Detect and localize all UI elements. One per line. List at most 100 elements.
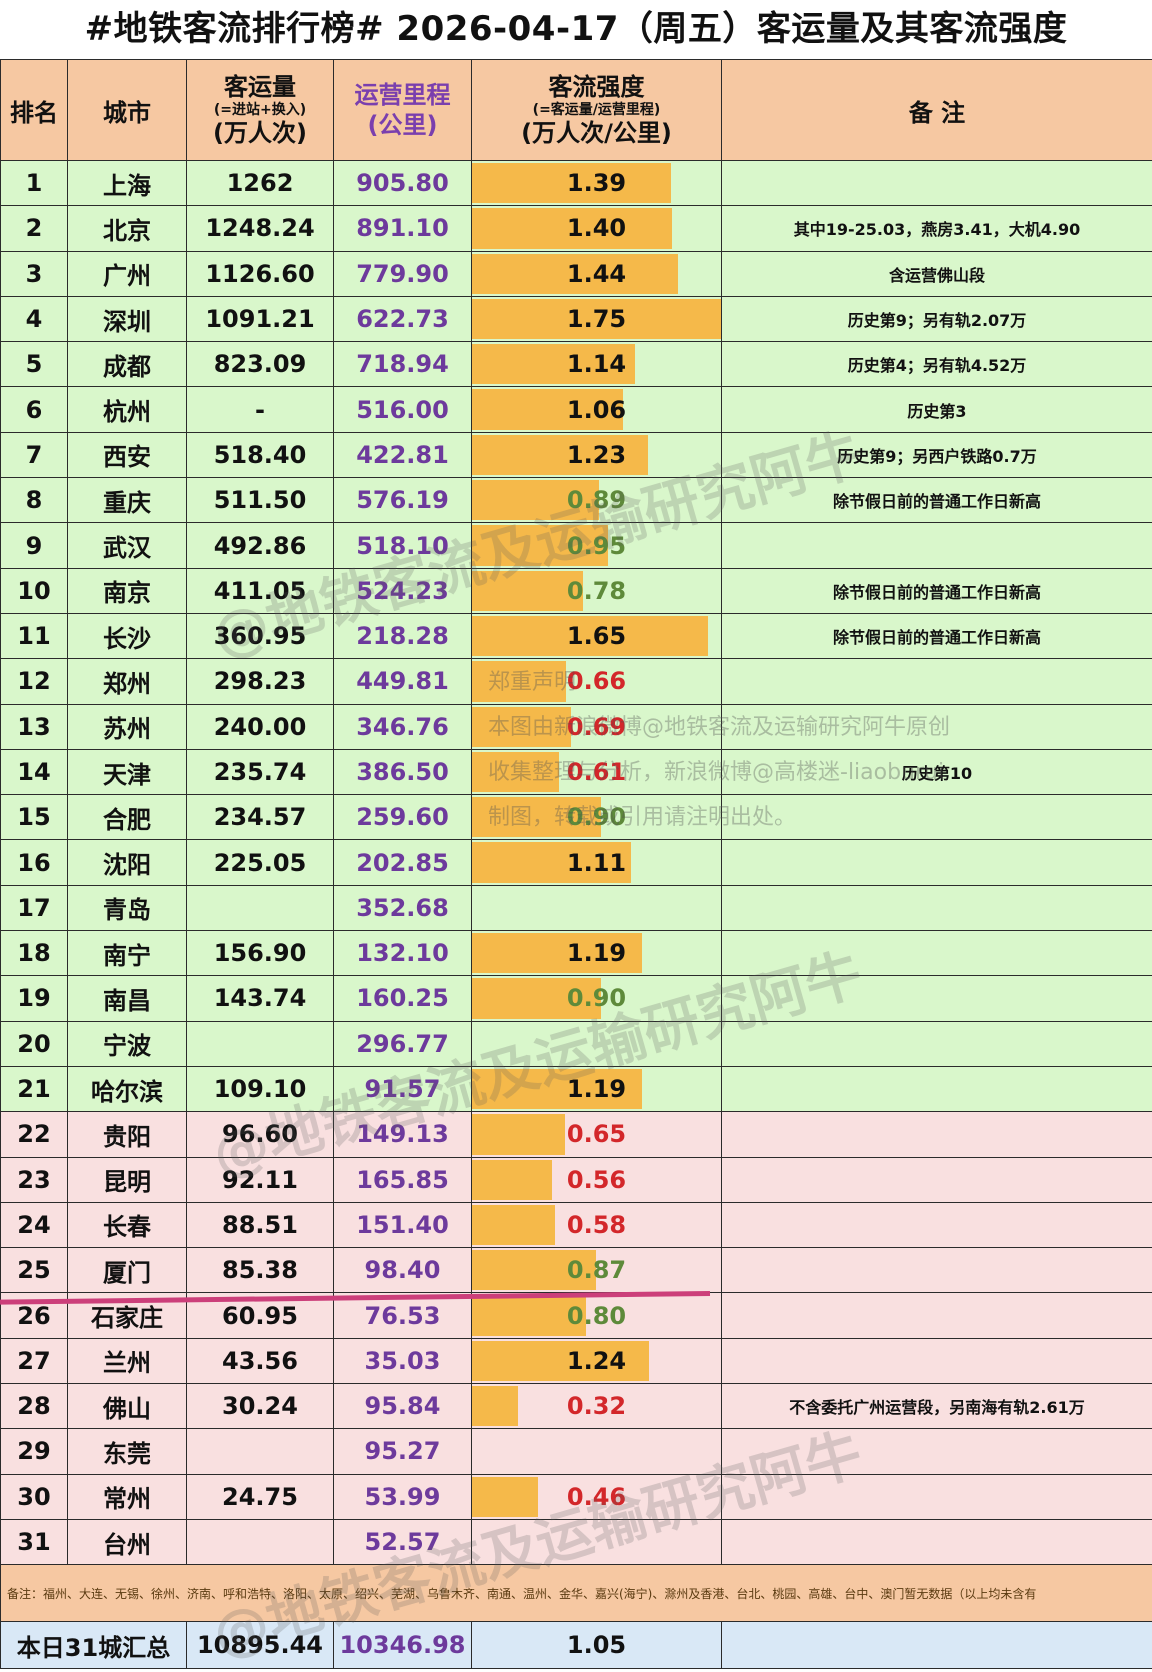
density-value: 1.19 xyxy=(567,1075,626,1103)
city-cell: 南京 xyxy=(68,568,187,613)
density-cell: 1.65 xyxy=(472,613,722,658)
note-cell xyxy=(722,1429,1152,1474)
density-value: 1.40 xyxy=(567,214,626,242)
rank-cell: 10 xyxy=(1,568,68,613)
density-value: 0.90 xyxy=(567,984,626,1012)
city-cell: 深圳 xyxy=(68,296,187,341)
city-cell: 上海 xyxy=(68,161,187,206)
header-city: 城市 xyxy=(68,60,187,161)
density-cell: 0.56 xyxy=(472,1157,722,1202)
density-value: 0.32 xyxy=(567,1392,626,1420)
rank-cell: 1 xyxy=(1,161,68,206)
city-cell: 长春 xyxy=(68,1202,187,1247)
header-note: 备 注 xyxy=(722,60,1152,161)
volume-cell: 156.90 xyxy=(187,931,334,976)
density-value: 0.58 xyxy=(567,1211,626,1239)
total-note xyxy=(722,1622,1152,1669)
rank-cell: 31 xyxy=(1,1519,68,1564)
rank-cell: 27 xyxy=(1,1338,68,1383)
footnote-row: 备注：福州、大连、无锡、徐州、济南、呼和浩特、洛阳、太原、绍兴、芜湖、乌鲁木齐、… xyxy=(1,1565,1152,1622)
rank-cell: 28 xyxy=(1,1384,68,1429)
statement-line-4: 制图，转载或引用请注明出处。 xyxy=(488,795,950,840)
note-cell: 除节假日前的普通工作日新高 xyxy=(722,613,1152,658)
mileage-cell: 202.85 xyxy=(334,840,472,885)
note-cell: 历史第9；另有轨2.07万 xyxy=(722,296,1152,341)
note-cell xyxy=(722,840,1152,885)
rank-cell: 9 xyxy=(1,523,68,568)
density-bar xyxy=(472,1205,555,1245)
city-cell: 青岛 xyxy=(68,885,187,930)
density-cell: 1.11 xyxy=(472,840,722,885)
rank-cell: 12 xyxy=(1,659,68,704)
mileage-cell: 386.50 xyxy=(334,749,472,794)
volume-cell: 411.05 xyxy=(187,568,334,613)
page-title: #地铁客流排行榜# 2026-04-17（周五）客运量及其客流强度 xyxy=(0,0,1152,59)
density-value: 0.78 xyxy=(567,577,626,605)
city-cell: 天津 xyxy=(68,749,187,794)
note-cell xyxy=(722,1202,1152,1247)
city-cell: 哈尔滨 xyxy=(68,1066,187,1111)
volume-cell xyxy=(187,1519,334,1564)
note-cell xyxy=(722,1248,1152,1293)
city-cell: 南昌 xyxy=(68,976,187,1021)
total-row: 本日31城汇总 10895.44 10346.98 1.05 xyxy=(1,1622,1152,1669)
mileage-cell: 352.68 xyxy=(334,885,472,930)
header-rank: 排名 xyxy=(1,60,68,161)
density-value: 0.65 xyxy=(567,1120,626,1148)
density-value: 0.95 xyxy=(567,532,626,560)
volume-cell: 240.00 xyxy=(187,704,334,749)
header-density: 客流强度 (=客运量/运营里程) (万人次/公里) xyxy=(472,60,722,161)
city-cell: 杭州 xyxy=(68,387,187,432)
mileage-cell: 422.81 xyxy=(334,432,472,477)
density-cell xyxy=(472,1519,722,1564)
mileage-cell: 165.85 xyxy=(334,1157,472,1202)
volume-cell: 518.40 xyxy=(187,432,334,477)
note-cell xyxy=(722,1066,1152,1111)
density-cell: 0.78 xyxy=(472,568,722,613)
density-cell xyxy=(472,1429,722,1474)
rank-cell: 17 xyxy=(1,885,68,930)
density-value: 0.89 xyxy=(567,486,626,514)
rank-cell: 21 xyxy=(1,1066,68,1111)
density-cell: 0.32 xyxy=(472,1384,722,1429)
note-cell: 含运营佛山段 xyxy=(722,251,1152,296)
note-cell xyxy=(722,1474,1152,1519)
volume-cell: 109.10 xyxy=(187,1066,334,1111)
density-value: 1.24 xyxy=(567,1347,626,1375)
volume-cell: 1126.60 xyxy=(187,251,334,296)
note-cell xyxy=(722,523,1152,568)
volume-cell: - xyxy=(187,387,334,432)
rank-cell: 11 xyxy=(1,613,68,658)
note-cell: 不含委托广州运营段，另南海有轨2.61万 xyxy=(722,1384,1152,1429)
mileage-cell: 149.13 xyxy=(334,1112,472,1157)
city-cell: 合肥 xyxy=(68,795,187,840)
note-cell: 历史第4；另有轨4.52万 xyxy=(722,342,1152,387)
mileage-cell: 524.23 xyxy=(334,568,472,613)
note-cell: 其中19-25.03，燕房3.41，大机4.90 xyxy=(722,206,1152,251)
mileage-cell: 449.81 xyxy=(334,659,472,704)
city-cell: 广州 xyxy=(68,251,187,296)
header-volume: 客运量 (=进站+换入) (万人次) xyxy=(187,60,334,161)
volume-cell: 30.24 xyxy=(187,1384,334,1429)
note-cell xyxy=(722,1519,1152,1564)
mileage-cell: 891.10 xyxy=(334,206,472,251)
note-cell: 除节假日前的普通工作日新高 xyxy=(722,568,1152,613)
header-mileage: 运营里程 (公里) xyxy=(334,60,472,161)
density-cell: 0.90 xyxy=(472,976,722,1021)
density-value: 1.65 xyxy=(567,622,626,650)
volume-cell: 24.75 xyxy=(187,1474,334,1519)
city-cell: 昆明 xyxy=(68,1157,187,1202)
density-bar xyxy=(472,1386,518,1426)
city-cell: 长沙 xyxy=(68,613,187,658)
